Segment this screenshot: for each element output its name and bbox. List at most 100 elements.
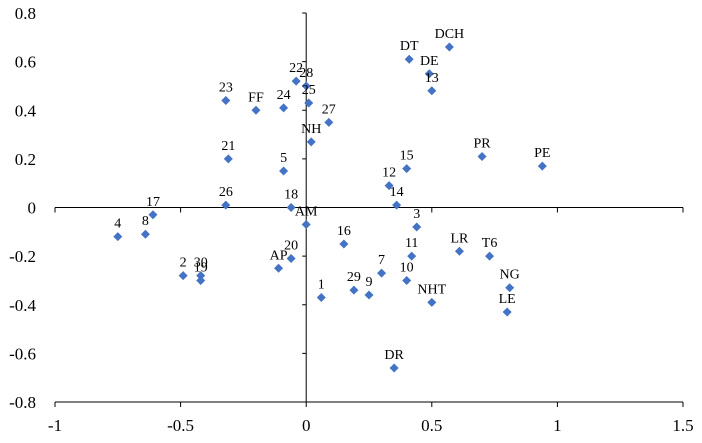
- data-point: [178, 271, 188, 281]
- data-point: [140, 229, 150, 239]
- data-point-label: DE: [420, 54, 439, 69]
- data-point-label: DR: [384, 348, 404, 363]
- data-point-label: NH: [301, 122, 321, 137]
- data-point: [301, 220, 311, 230]
- data-point-label: 19: [194, 260, 208, 275]
- data-point: [306, 137, 316, 147]
- data-point: [301, 81, 311, 91]
- data-point: [427, 86, 437, 96]
- data-point: [389, 363, 399, 373]
- data-point: [324, 117, 334, 127]
- y-tick-label: -0.2: [9, 247, 36, 266]
- data-point: [274, 263, 284, 273]
- data-point: [316, 292, 326, 302]
- data-point-label: 14: [390, 185, 404, 200]
- data-point: [384, 181, 394, 191]
- data-point-label: 4: [114, 217, 121, 232]
- data-point: [196, 275, 206, 285]
- data-point-label: DCH: [435, 27, 465, 42]
- data-point-label: 16: [337, 224, 351, 239]
- data-point: [444, 42, 454, 52]
- data-point-label: 18: [284, 188, 298, 203]
- data-point: [377, 268, 387, 278]
- data-point: [477, 151, 487, 161]
- data-point-label: 22: [289, 61, 303, 76]
- data-point: [502, 307, 512, 317]
- data-point-label: T6: [482, 236, 498, 251]
- data-point-label: AP: [270, 248, 288, 263]
- data-point-label: 30: [194, 256, 208, 271]
- x-tick-label: 1.5: [672, 416, 693, 435]
- data-point: [196, 271, 206, 281]
- x-tick-label: 0: [302, 416, 311, 435]
- data-point-label: 10: [400, 260, 414, 275]
- data-point-label: 15: [400, 149, 414, 164]
- y-tick-label: -0.4: [9, 296, 36, 315]
- data-point: [505, 283, 515, 293]
- data-point-label: PE: [534, 146, 550, 161]
- y-tick-label: -0.8: [9, 393, 36, 412]
- x-tick-label: 1: [553, 416, 562, 435]
- x-tick-label: -1: [48, 416, 62, 435]
- x-tick-label: -0.5: [167, 416, 194, 435]
- data-point: [349, 285, 359, 295]
- data-point: [392, 200, 402, 210]
- data-point-label: 17: [146, 195, 160, 210]
- data-point-label: 27: [322, 102, 336, 117]
- data-point-label: LE: [499, 292, 516, 307]
- y-tick-labels: 0.8 0.6 0.4 0.2 0 -0.2 -0.4 -0.6 -0.8: [9, 4, 36, 412]
- data-point-label: 25: [302, 83, 316, 98]
- axes: [54, 12, 684, 407]
- data-point: [279, 103, 289, 113]
- data-point: [485, 251, 495, 261]
- data-point-label: 7: [378, 253, 385, 268]
- data-point-label: 20: [284, 239, 298, 254]
- data-point-label: 2: [180, 256, 187, 271]
- data-points: [113, 42, 547, 373]
- data-point: [427, 297, 437, 307]
- data-point-label: 21: [221, 139, 235, 154]
- data-point-label: 1: [318, 277, 325, 292]
- data-point: [454, 246, 464, 256]
- data-point-label: AM: [295, 205, 318, 220]
- data-point-label: 5: [280, 151, 287, 166]
- y-tick-label: 0.4: [15, 101, 37, 120]
- data-point: [223, 154, 233, 164]
- data-point-label: 28: [299, 66, 313, 81]
- data-point-label: 13: [425, 71, 439, 86]
- data-point: [221, 96, 231, 106]
- data-point: [221, 200, 231, 210]
- data-point-label: DT: [400, 39, 419, 54]
- data-point-label: 3: [413, 207, 420, 222]
- data-point-label: FF: [248, 90, 264, 105]
- data-point-label: 26: [219, 185, 233, 200]
- x-tick-label: 0.5: [421, 416, 442, 435]
- y-tick-label: -0.6: [9, 344, 36, 363]
- data-point: [251, 105, 261, 115]
- data-point: [402, 275, 412, 285]
- data-point-label: 9: [366, 275, 373, 290]
- data-point: [113, 232, 123, 242]
- data-point: [537, 161, 547, 171]
- data-point-label: 24: [277, 88, 291, 103]
- data-point: [304, 98, 314, 108]
- data-point-label: PR: [473, 136, 491, 151]
- y-tick-label: 0.6: [15, 53, 36, 72]
- data-point: [364, 290, 374, 300]
- data-point: [424, 69, 434, 79]
- data-point: [404, 54, 414, 64]
- data-point: [286, 254, 296, 264]
- data-point: [291, 76, 301, 86]
- data-point: [279, 166, 289, 176]
- y-tick-label: 0.8: [15, 4, 36, 23]
- y-tick-label: 0.2: [15, 150, 36, 169]
- data-point-label: 11: [405, 236, 418, 251]
- data-point: [407, 251, 417, 261]
- data-point-label: 12: [382, 166, 396, 181]
- y-tick-label: 0: [28, 199, 37, 218]
- data-point: [402, 164, 412, 174]
- data-point-label: 23: [219, 81, 233, 96]
- data-point: [286, 203, 296, 212]
